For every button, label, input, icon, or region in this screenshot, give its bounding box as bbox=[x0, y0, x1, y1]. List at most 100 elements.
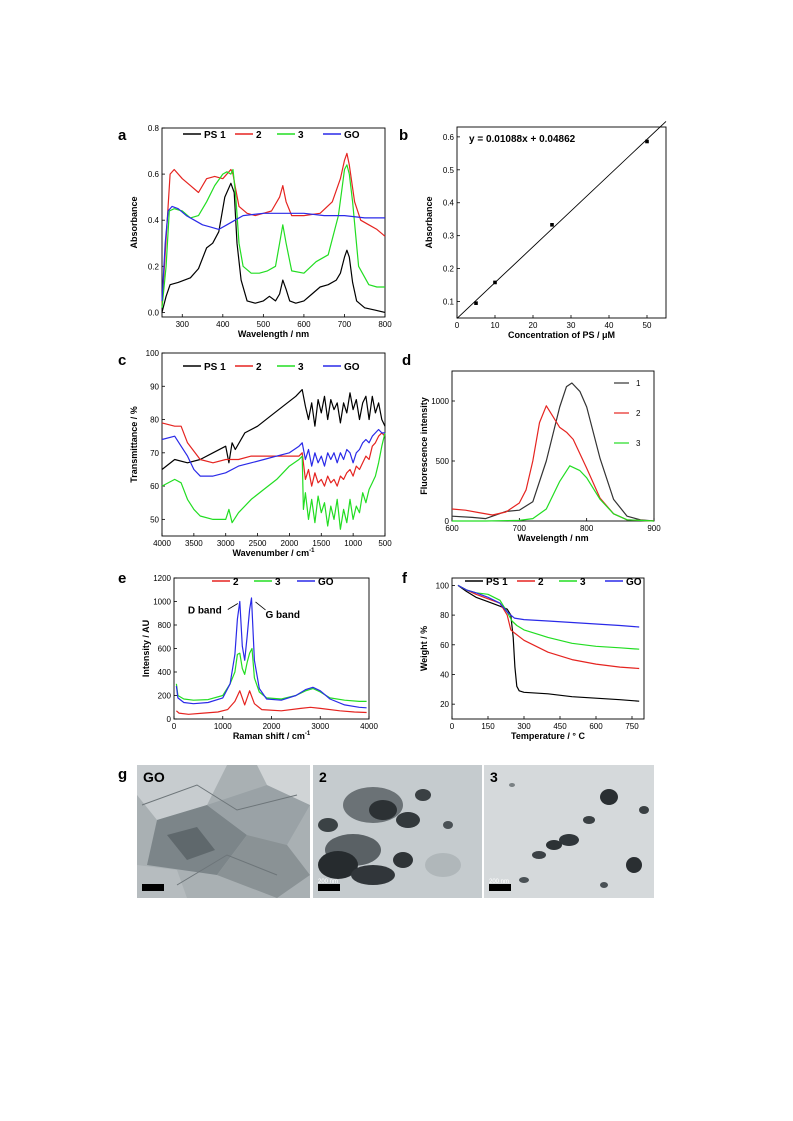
y-tick-label: 500 bbox=[436, 457, 450, 466]
x-tick-label: 2000 bbox=[263, 722, 281, 731]
y-tick-label: 40 bbox=[440, 670, 449, 679]
scale-bar bbox=[142, 884, 164, 891]
y-tick-label: 200 bbox=[158, 692, 172, 701]
fit-equation: y = 0.01088x + 0.04862 bbox=[469, 134, 576, 145]
y-tick-label: 0.6 bbox=[148, 170, 160, 179]
y-tick-label: 800 bbox=[158, 621, 172, 630]
scale-text-2: 200 nm bbox=[318, 879, 339, 885]
y-tick-label: 1000 bbox=[153, 598, 171, 607]
y-tick-label: 0.8 bbox=[148, 124, 160, 133]
plot-frame bbox=[161, 352, 386, 537]
x-tick-label: 300 bbox=[517, 722, 531, 731]
chart-c: c 4000 3500 3000 2500 2000 1500 1000 500 50 60 70 80… bbox=[118, 349, 392, 558]
x-tick-label: 30 bbox=[567, 321, 576, 330]
data-point bbox=[645, 139, 649, 144]
legend-label: 2 bbox=[256, 362, 262, 373]
x-tick-label: 3000 bbox=[217, 539, 235, 548]
panel-letter-d: d bbox=[402, 352, 411, 369]
d-band-arrow bbox=[227, 603, 239, 610]
legend-label: 3 bbox=[636, 439, 641, 448]
series-line-3 bbox=[452, 465, 655, 522]
y-tick-label: 400 bbox=[158, 668, 172, 677]
y-axis-label: Absorbance bbox=[424, 196, 434, 248]
data-point bbox=[493, 280, 497, 285]
series-line-3 bbox=[175, 647, 367, 703]
legend-label: PS 1 bbox=[204, 130, 226, 141]
tem-label-2: 2 bbox=[319, 769, 327, 785]
chart-a: a 300 400 500 600 700 800 0.0 0.2 0.4 0.6 0.8 Wavele… bbox=[118, 124, 392, 339]
series-line-go bbox=[457, 584, 640, 628]
x-tick-label: 50 bbox=[643, 321, 652, 330]
legend-label: 3 bbox=[298, 130, 304, 141]
y-tick-label: 80 bbox=[440, 611, 449, 620]
legend-label: 2 bbox=[256, 130, 262, 141]
x-tick-label: 500 bbox=[257, 320, 271, 329]
plot-frame bbox=[456, 126, 667, 319]
x-tick-label: 450 bbox=[553, 722, 567, 731]
x-tick-label: 3000 bbox=[311, 722, 329, 731]
x-tick-label: 2500 bbox=[249, 539, 267, 548]
chart-b: b 0 10 20 30 40 50 0.1 0.2 0.3 0.4 0.5 0.6 Concentrat… bbox=[399, 121, 667, 340]
legend-label: 3 bbox=[298, 362, 304, 373]
legend-label: 1 bbox=[636, 379, 641, 388]
y-tick-label: 60 bbox=[440, 641, 449, 650]
legend-label: GO bbox=[344, 130, 360, 141]
panel-letter-g: g bbox=[118, 766, 127, 783]
x-tick-label: 1000 bbox=[214, 722, 232, 731]
x-tick-label: 20 bbox=[529, 321, 538, 330]
x-tick-label: 800 bbox=[378, 320, 392, 329]
tem-label-go: GO bbox=[143, 769, 165, 785]
x-axis-label: Raman shift / cm-1 bbox=[233, 731, 311, 741]
fit-line bbox=[456, 121, 667, 319]
y-tick-label: 0.4 bbox=[443, 199, 455, 208]
series-line-1 bbox=[451, 382, 655, 522]
x-tick-label: 4000 bbox=[360, 722, 378, 731]
series-line-3 bbox=[457, 584, 640, 650]
y-tick-label: 100 bbox=[436, 581, 450, 590]
legend-label: 2 bbox=[233, 577, 239, 588]
legend-label: GO bbox=[318, 577, 334, 588]
panel-letter-f: f bbox=[402, 570, 408, 587]
y-axis-label: Fluorescence intensity bbox=[419, 397, 429, 495]
y-tick-label: 0 bbox=[167, 715, 172, 724]
y-tick-label: 0.4 bbox=[148, 216, 160, 225]
series-line-3 bbox=[161, 432, 386, 530]
panel-letter-e: e bbox=[118, 570, 126, 587]
legend-label: GO bbox=[344, 362, 360, 373]
y-tick-label: 80 bbox=[150, 416, 159, 425]
series-line-ps-1 bbox=[161, 389, 386, 470]
x-tick-label: 600 bbox=[589, 722, 603, 731]
series-line-3 bbox=[161, 164, 385, 308]
y-tick-label: 0.3 bbox=[443, 232, 455, 241]
series-line-2 bbox=[451, 405, 655, 522]
plot-frame bbox=[451, 577, 645, 720]
series-line-go bbox=[175, 597, 367, 709]
plot-frame bbox=[451, 370, 655, 522]
x-tick-label: 750 bbox=[625, 722, 639, 731]
y-tick-label: 0.0 bbox=[148, 308, 160, 317]
y-axis-label: Weight / % bbox=[419, 626, 429, 671]
scale-bar-3 bbox=[489, 884, 511, 891]
data-point bbox=[550, 223, 554, 227]
x-tick-label: 40 bbox=[605, 321, 614, 330]
x-tick-label: 800 bbox=[580, 524, 594, 533]
legend-label: 3 bbox=[580, 577, 586, 588]
scale-text-3: 200 nm bbox=[489, 879, 510, 885]
y-tick-label: 20 bbox=[440, 700, 449, 709]
x-tick-label: 600 bbox=[445, 524, 459, 533]
series-line-ps-1 bbox=[457, 584, 640, 702]
x-tick-label: 0 bbox=[455, 321, 460, 330]
series-line-go bbox=[161, 428, 385, 477]
x-tick-label: 4000 bbox=[153, 539, 171, 548]
panel-letter-c: c bbox=[118, 352, 126, 369]
x-tick-label: 2000 bbox=[281, 539, 299, 548]
x-tick-label: 700 bbox=[513, 524, 527, 533]
y-tick-label: 0.2 bbox=[443, 265, 455, 274]
series-line-2 bbox=[175, 690, 367, 715]
x-tick-label: 3500 bbox=[185, 539, 203, 548]
x-tick-label: 900 bbox=[647, 524, 661, 533]
x-tick-label: 1500 bbox=[312, 539, 330, 548]
y-tick-label: 60 bbox=[150, 482, 159, 491]
y-tick-label: 0.5 bbox=[443, 166, 455, 175]
